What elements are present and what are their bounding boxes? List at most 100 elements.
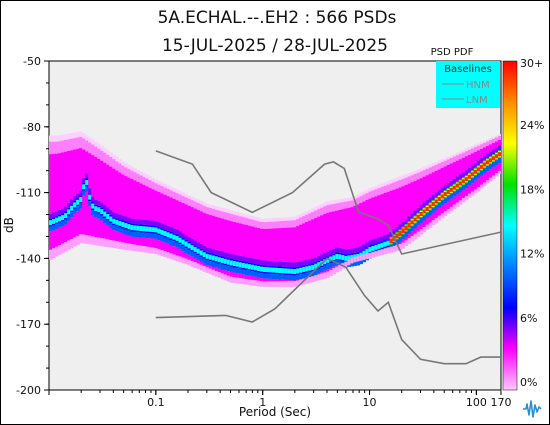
heatmap-cell — [476, 167, 481, 172]
heatmap-cell — [166, 238, 171, 244]
heatmap-cell — [491, 156, 496, 161]
heatmap-cell — [109, 157, 113, 167]
heatmap-cell — [142, 184, 147, 220]
heatmap-cell — [341, 255, 345, 261]
heatmap-cell — [130, 243, 134, 251]
heatmap-cell — [281, 281, 285, 287]
heatmap-cell — [464, 196, 469, 201]
heatmap-cell — [383, 185, 388, 194]
heatmap-cell — [461, 149, 466, 153]
heatmap-cell — [235, 211, 240, 216]
heatmap-cell — [118, 214, 122, 220]
heatmap-cell — [151, 247, 156, 254]
heatmap-cell — [392, 242, 397, 248]
heatmap-cell — [458, 174, 463, 180]
heatmap-cell — [362, 201, 366, 245]
heatmap-cell — [91, 197, 95, 203]
heatmap-cell — [278, 221, 282, 229]
heatmap-cell — [142, 172, 147, 177]
heatmap-cell — [205, 247, 210, 253]
heatmap-cell — [115, 170, 119, 214]
heatmap-cell — [278, 279, 282, 282]
heatmap-cell — [404, 236, 409, 241]
heatmap-cell — [103, 223, 107, 239]
heatmap-cell — [109, 210, 113, 216]
heatmap-cell — [124, 234, 128, 243]
heatmap-cell — [428, 164, 433, 168]
heatmap-cell — [94, 141, 98, 147]
heatmap-cell — [172, 188, 177, 192]
heatmap-cell — [79, 136, 83, 149]
heatmap-cell — [317, 205, 321, 210]
heatmap-cell — [494, 160, 499, 166]
heatmap-cell — [199, 250, 204, 256]
heatmap-cell — [70, 212, 74, 218]
heatmap-cell — [94, 199, 98, 205]
heatmap-cell — [202, 263, 207, 267]
heatmap-cell — [196, 263, 201, 270]
heatmap-cell — [389, 190, 394, 232]
heatmap-cell — [163, 224, 168, 230]
heatmap-cell — [205, 207, 210, 215]
heatmap-cell — [166, 232, 171, 238]
heatmap-cell — [359, 192, 363, 197]
heatmap-cell — [148, 187, 153, 221]
heatmap-cell — [389, 238, 394, 244]
heatmap-cell — [145, 238, 150, 247]
heatmap-cell — [217, 217, 222, 251]
heatmap-cell — [497, 140, 501, 146]
heatmap-cell — [232, 214, 237, 222]
heatmap-cell — [238, 255, 243, 261]
heatmap-cell — [476, 173, 481, 179]
heatmap-cell — [296, 218, 300, 227]
heatmap-cell — [94, 236, 98, 246]
heatmap-cell — [208, 261, 213, 267]
heatmap-cell — [317, 209, 321, 217]
heatmap-cell — [223, 265, 228, 271]
heatmap-cell — [169, 240, 174, 245]
heatmap-cell — [259, 273, 264, 279]
heatmap-cell — [443, 198, 448, 204]
heatmap-cell — [127, 164, 131, 169]
heatmap-cell — [401, 234, 406, 240]
heatmap-cell — [356, 204, 360, 248]
heatmap-cell — [181, 257, 186, 264]
heatmap-cell — [374, 196, 379, 239]
heatmap-cell — [455, 194, 460, 203]
heatmap-cell — [485, 180, 490, 184]
heatmap-cell — [398, 230, 403, 236]
heatmap-cell — [172, 246, 177, 255]
heatmap-cell — [127, 230, 131, 236]
heatmap-cell — [109, 223, 113, 229]
heatmap-cell — [401, 175, 406, 179]
heatmap-cell — [344, 255, 348, 261]
heatmap-cell — [133, 225, 137, 231]
heatmap-cell — [142, 176, 147, 185]
heatmap-cell — [100, 209, 104, 215]
heatmap-cell — [296, 279, 300, 281]
heatmap-cell — [497, 134, 501, 137]
heatmap-cell — [208, 268, 213, 275]
heatmap-cell — [440, 162, 445, 168]
heatmap-cell — [458, 153, 463, 160]
heatmap-cell — [362, 254, 366, 260]
heatmap-cell — [217, 272, 222, 278]
heatmap-cell — [178, 190, 183, 195]
heatmap-cell — [380, 242, 385, 248]
heatmap-cell — [464, 148, 469, 152]
heatmap-cell — [217, 257, 222, 263]
heatmap-cell — [497, 170, 501, 175]
heatmap-cell — [97, 200, 101, 206]
heatmap-cell — [205, 214, 210, 248]
heatmap-cell — [446, 182, 451, 188]
heatmap-cell — [407, 234, 412, 239]
heatmap-cell — [329, 212, 333, 251]
heatmap-cell — [85, 191, 89, 236]
heatmap-cell — [413, 223, 418, 229]
heatmap-cell — [386, 181, 391, 185]
heatmap-cell — [175, 229, 180, 235]
heatmap-cell — [410, 226, 415, 232]
heatmap-cell — [323, 270, 327, 273]
heatmap-cell — [64, 242, 68, 252]
heatmap-cell — [193, 201, 198, 209]
